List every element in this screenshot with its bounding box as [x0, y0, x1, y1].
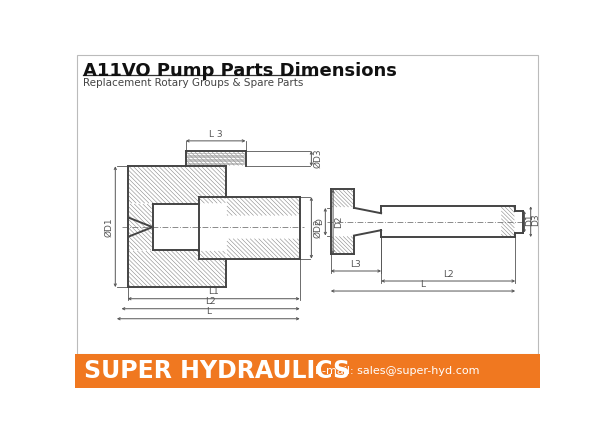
Text: D2: D2 [335, 215, 344, 228]
Text: L2: L2 [443, 270, 454, 279]
Bar [77, 54, 538, 354]
Text: D: D [315, 218, 324, 225]
Text: ØD1: ØD1 [105, 217, 114, 237]
Text: Replacement Rotary Groups & Spare Parts: Replacement Rotary Groups & Spare Parts [83, 78, 303, 88]
Text: L3: L3 [350, 260, 361, 269]
Text: D1: D1 [525, 213, 534, 226]
Text: L1: L1 [208, 287, 219, 296]
Text: E-mail: sales@super-hyd.com: E-mail: sales@super-hyd.com [315, 366, 480, 376]
Text: ØD2: ØD2 [313, 218, 322, 238]
Text: ØD3: ØD3 [313, 149, 322, 168]
Bar [75, 354, 540, 388]
Text: L2: L2 [205, 297, 216, 307]
Text: D3: D3 [532, 213, 541, 226]
Text: L: L [421, 280, 425, 289]
Text: SUPER HYDRAULICS: SUPER HYDRAULICS [84, 359, 350, 383]
Text: A11VO Pump Parts Dimensions: A11VO Pump Parts Dimensions [83, 61, 397, 79]
Text: L: L [206, 307, 211, 317]
Text: L 3: L 3 [209, 129, 223, 139]
